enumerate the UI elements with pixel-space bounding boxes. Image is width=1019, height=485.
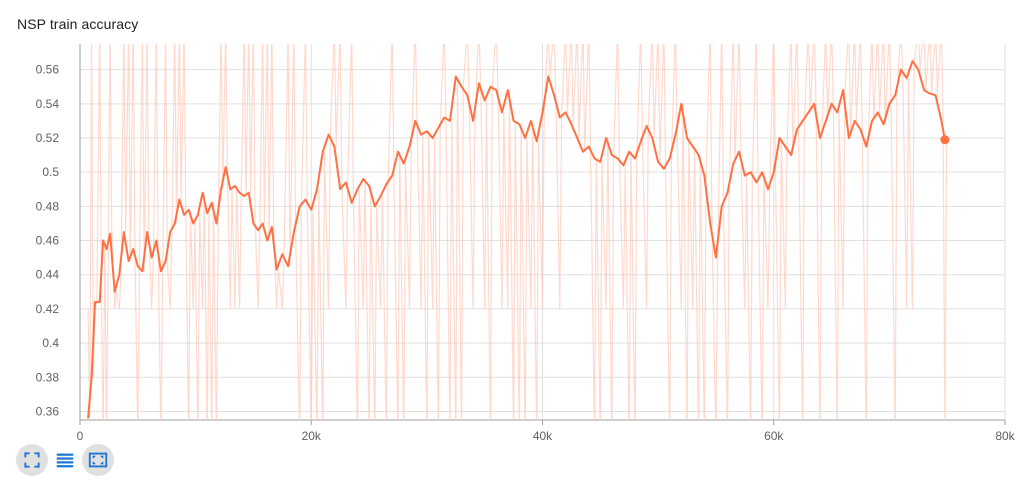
y-tick-label: 0.42 xyxy=(36,302,60,316)
y-tick-label: 0.54 xyxy=(36,97,60,111)
y-tick-label: 0.52 xyxy=(36,131,60,145)
x-tick-label: 20k xyxy=(302,429,322,440)
fit-domain-button[interactable] xyxy=(82,444,114,476)
y-tick-label: 0.36 xyxy=(36,404,60,418)
y-tick-label: 0.38 xyxy=(36,370,60,384)
x-tick-label: 80k xyxy=(995,429,1015,440)
y-tick-label: 0.56 xyxy=(36,63,60,77)
x-tick-label: 40k xyxy=(533,429,553,440)
raw-series-line xyxy=(87,44,948,420)
fullscreen-icon xyxy=(24,452,40,468)
fit-domain-icon xyxy=(88,452,108,468)
y-tick-label: 0.44 xyxy=(36,268,60,282)
chart-title: NSP train accuracy xyxy=(17,16,139,32)
y-tick-label: 0.5 xyxy=(42,165,59,179)
toggle-log-scale-button[interactable] xyxy=(49,444,81,476)
y-tick-label: 0.46 xyxy=(36,234,60,248)
chart-toolbar xyxy=(16,443,115,477)
y-tick-label: 0.4 xyxy=(42,336,59,350)
toggle-log-scale-icon xyxy=(56,453,74,468)
x-tick-label: 0 xyxy=(77,429,84,440)
fullscreen-button[interactable] xyxy=(16,444,48,476)
smoothed-series-line xyxy=(87,60,946,419)
last-value-marker xyxy=(940,135,950,145)
y-tick-label: 0.48 xyxy=(36,199,60,213)
line-chart[interactable]: 0.36 0.38 0.4 0.42 0.44 0.46 0.48 0.5 0.52 0.54 0.… xyxy=(0,0,1019,440)
x-tick-label: 60k xyxy=(764,429,784,440)
